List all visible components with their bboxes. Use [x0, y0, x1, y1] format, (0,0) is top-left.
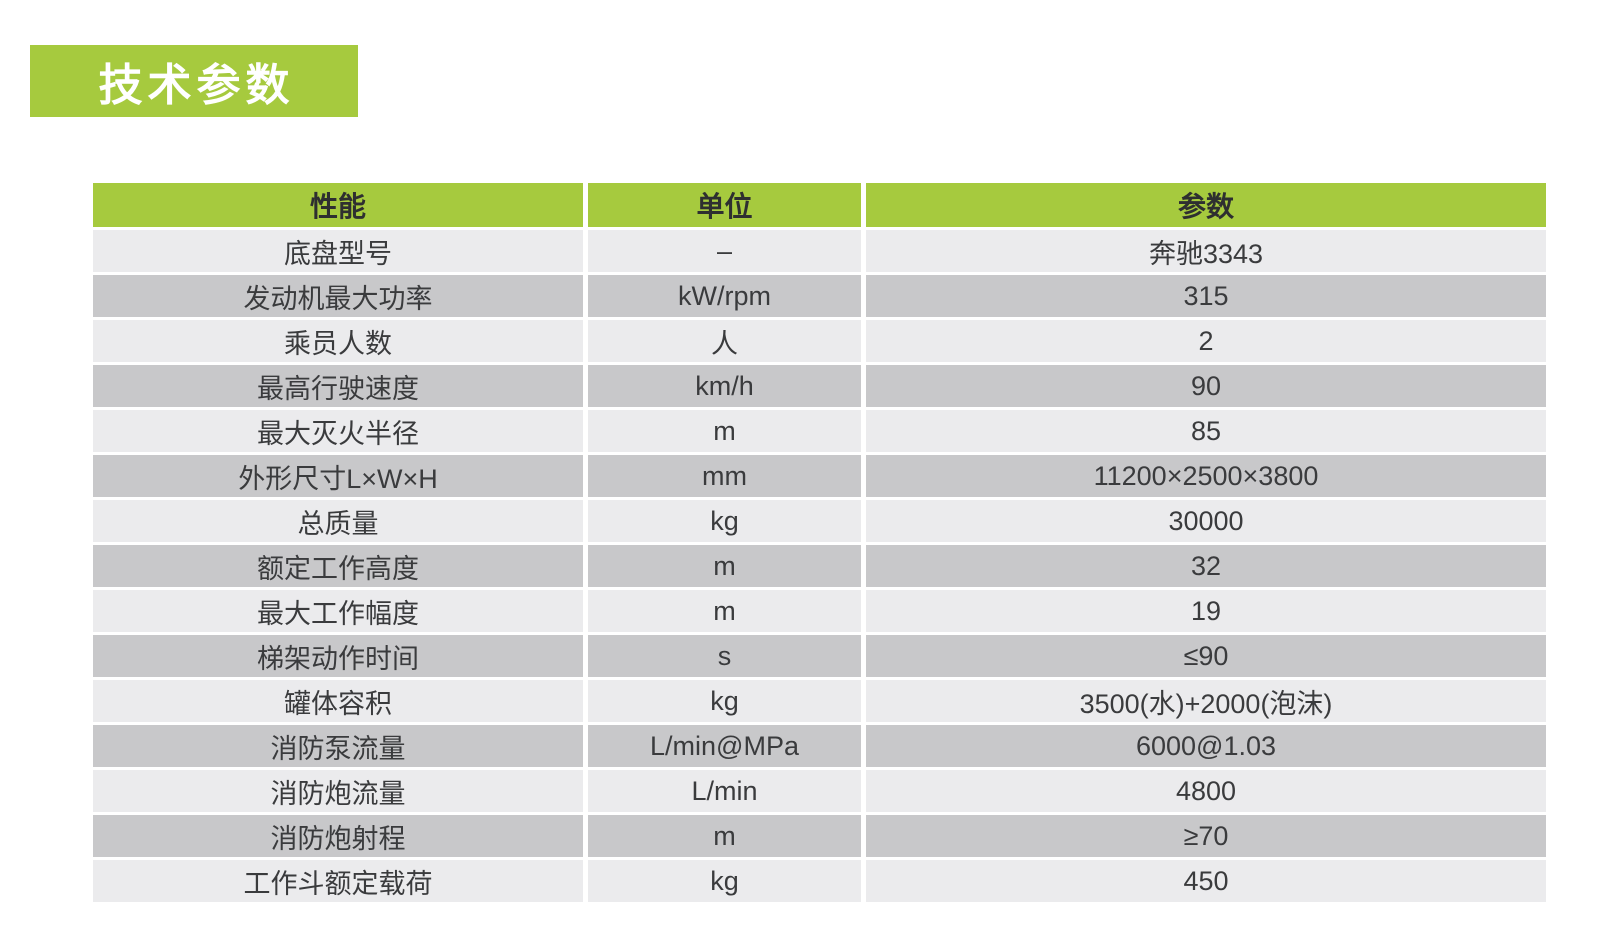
value-cell: 11200×2500×3800	[866, 455, 1546, 497]
unit-cell: kW/rpm	[588, 275, 861, 317]
value-cell: 2	[866, 320, 1546, 362]
table-row: 消防炮流量 L/min 4800	[93, 770, 1546, 812]
section-title: 技术参数	[98, 61, 295, 110]
table-row: 乘员人数人 2	[93, 320, 1546, 362]
column-header-unit: 单位	[588, 183, 861, 227]
value-cell: 3500(水)+2000(泡沫)	[866, 680, 1546, 722]
property-cell: 乘员人数	[93, 320, 583, 362]
table-row: 罐体容积 kg 3500(水)+2000(泡沫)	[93, 680, 1546, 722]
value-cell: 90	[866, 365, 1546, 407]
column-header-property: 性能	[93, 183, 583, 227]
property-cell: 最大灭火半径	[93, 410, 583, 452]
unit-cell: m	[588, 410, 861, 452]
value-cell: 6000@1.03	[866, 725, 1546, 767]
value-cell: 315	[866, 275, 1546, 317]
table-row: 最大灭火半径 m 85	[93, 410, 1546, 452]
table-row: 消防炮射程 m ≥70	[93, 815, 1546, 857]
value-cell: 奔驰3343	[866, 230, 1546, 272]
section-title-badge: 技术参数	[30, 45, 358, 117]
unit-cell: kg	[588, 860, 861, 902]
value-cell: 32	[866, 545, 1546, 587]
property-cell: 消防炮射程	[93, 815, 583, 857]
value-cell: 30000	[866, 500, 1546, 542]
table-row: 发动机最大功率 kW/rpm 315	[93, 275, 1546, 317]
value-cell: 450	[866, 860, 1546, 902]
unit-cell: kg	[588, 500, 861, 542]
table-row: 最高行驶速度 km/h 90	[93, 365, 1546, 407]
property-cell: 工作斗额定载荷	[93, 860, 583, 902]
property-cell: 底盘型号	[93, 230, 583, 272]
table-row: 最大工作幅度 m 19	[93, 590, 1546, 632]
unit-cell: L/min@MPa	[588, 725, 861, 767]
unit-cell: km/h	[588, 365, 861, 407]
value-cell: ≥70	[866, 815, 1546, 857]
value-cell: 19	[866, 590, 1546, 632]
property-cell: 发动机最大功率	[93, 275, 583, 317]
spec-table: 性能 单位 参数 底盘型号 – 奔驰3343 发动机最大功率 kW/rpm 315 乘员人数…	[93, 183, 1546, 905]
table-header-row: 性能 单位 参数	[93, 183, 1546, 227]
property-cell: 最大工作幅度	[93, 590, 583, 632]
unit-cell: m	[588, 815, 861, 857]
value-cell: 85	[866, 410, 1546, 452]
table-row: 梯架动作时间 s ≤90	[93, 635, 1546, 677]
table-body: 底盘型号 – 奔驰3343 发动机最大功率 kW/rpm 315 乘员人数人 2 最高行驶速度 k…	[93, 230, 1546, 902]
property-cell: 消防泵流量	[93, 725, 583, 767]
table-row: 消防泵流量 L/min@MPa 6000@1.03	[93, 725, 1546, 767]
unit-cell: kg	[588, 680, 861, 722]
property-cell: 最高行驶速度	[93, 365, 583, 407]
property-cell: 总质量	[93, 500, 583, 542]
value-cell: 4800	[866, 770, 1546, 812]
unit-cell: s	[588, 635, 861, 677]
table-row: 额定工作高度 m 32	[93, 545, 1546, 587]
property-cell: 外形尺寸L×W×H	[93, 455, 583, 497]
unit-cell: L/min	[588, 770, 861, 812]
column-header-value: 参数	[866, 183, 1546, 227]
table-row: 工作斗额定载荷 kg 450	[93, 860, 1546, 902]
unit-cell: m	[588, 545, 861, 587]
property-cell: 梯架动作时间	[93, 635, 583, 677]
value-cell: ≤90	[866, 635, 1546, 677]
unit-cell: m	[588, 590, 861, 632]
property-cell: 消防炮流量	[93, 770, 583, 812]
unit-cell: –	[588, 230, 861, 272]
property-cell: 罐体容积	[93, 680, 583, 722]
table-row: 总质量 kg 30000	[93, 500, 1546, 542]
unit-cell: mm	[588, 455, 861, 497]
unit-cell: 人	[588, 320, 861, 362]
table-row: 底盘型号 – 奔驰3343	[93, 230, 1546, 272]
table-row: 外形尺寸L×W×H mm 11200×2500×3800	[93, 455, 1546, 497]
property-cell: 额定工作高度	[93, 545, 583, 587]
